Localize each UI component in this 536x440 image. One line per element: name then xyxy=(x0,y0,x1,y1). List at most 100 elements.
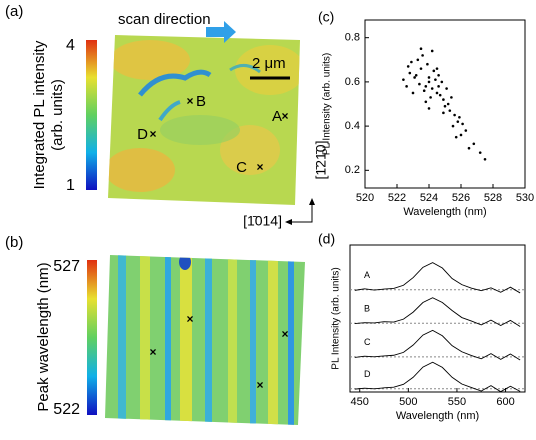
colorbar-min: 522 xyxy=(53,401,80,418)
point-marker: × xyxy=(186,94,193,108)
scatter-point xyxy=(402,78,405,81)
scale-bar-label: 2 μm xyxy=(252,55,286,72)
colorbar-label: (arb. units) xyxy=(49,79,66,151)
scatter-point xyxy=(437,85,440,88)
scatter-point xyxy=(456,120,460,123)
scatter-point xyxy=(414,73,418,77)
scatter-point xyxy=(422,89,426,93)
scatter-point xyxy=(434,78,437,81)
scatter-point xyxy=(451,124,455,128)
scatter-point xyxy=(418,82,421,86)
scatter-point xyxy=(483,157,487,161)
x-tick-label: 450 xyxy=(351,396,369,408)
colorbar-min: 1 xyxy=(66,177,75,194)
scatter-point xyxy=(430,87,434,90)
point-marker: × xyxy=(281,327,288,341)
point-marker: × xyxy=(281,109,288,123)
scatter-point xyxy=(413,76,416,79)
x-tick-label: 520 xyxy=(356,192,374,204)
arrow-head xyxy=(309,198,315,205)
scan-direction: scan direction xyxy=(118,11,211,28)
series-label: B xyxy=(364,304,370,314)
colorbar-max: 527 xyxy=(53,258,80,275)
scatter-point xyxy=(411,91,415,95)
scatter-point xyxy=(419,47,423,51)
series-label: A xyxy=(364,270,370,280)
x-tick-label: 526 xyxy=(452,192,470,204)
x-tick-label: 530 xyxy=(516,192,534,204)
x-tick-label: 524 xyxy=(420,192,438,204)
scatter-point xyxy=(445,87,448,90)
arrow-head xyxy=(285,219,292,225)
spectrum xyxy=(354,361,521,393)
scatter-point xyxy=(435,67,439,70)
colorbar-b xyxy=(87,260,97,415)
scatter-point xyxy=(438,93,442,97)
scatter-point xyxy=(405,85,408,88)
y-axis-label: PL Intensity (arb. units) xyxy=(331,267,342,369)
panel-label: (b) xyxy=(5,234,23,251)
scatter-point xyxy=(435,91,439,95)
y-tick-label: 0.8 xyxy=(345,32,360,44)
scatter-point xyxy=(443,104,447,108)
point-marker: × xyxy=(256,378,263,392)
scatter-point xyxy=(450,96,453,99)
scatter-point xyxy=(427,107,431,110)
x-axis-label: Wavelength (nm) xyxy=(403,206,486,218)
scatter-point xyxy=(454,135,458,139)
scatter-point xyxy=(459,133,463,137)
scatter-point xyxy=(406,65,410,68)
point-label: A xyxy=(272,108,282,125)
x-tick-label: 500 xyxy=(399,396,417,408)
scatter-point xyxy=(432,69,436,73)
scatter-point xyxy=(446,102,450,106)
scatter-point xyxy=(416,58,420,62)
colorbar-label: Integrated PL intensity xyxy=(31,40,48,189)
scatter-point xyxy=(410,60,413,64)
spectrum xyxy=(354,329,521,361)
scatter-point xyxy=(421,54,424,57)
scatter-point xyxy=(427,76,431,79)
plot-frame xyxy=(364,19,526,189)
scatter-point xyxy=(467,146,471,150)
scatter-point xyxy=(424,85,428,88)
point-label: C xyxy=(236,159,247,176)
map-a xyxy=(108,35,300,205)
scatter-point xyxy=(440,80,444,84)
direction-label: [1̄21̄0] xyxy=(313,141,329,180)
y-tick-label: 0.6 xyxy=(345,76,360,88)
scatter-point xyxy=(453,113,456,117)
colorbar-label: Peak wavelength (nm) xyxy=(35,262,52,411)
x-axis-label: Wavelength (nm) xyxy=(396,410,479,422)
colorbar-a xyxy=(86,40,97,190)
scatter-point xyxy=(408,71,412,75)
direction-label: [1̄014] xyxy=(243,213,282,229)
axis-arrows xyxy=(290,203,313,223)
series-label: C xyxy=(364,337,371,347)
x-tick-label: 550 xyxy=(448,396,466,408)
panel-label: (c) xyxy=(318,9,334,25)
point-marker: × xyxy=(256,160,263,174)
x-tick-label: 600 xyxy=(496,396,514,408)
y-tick-label: 0.4 xyxy=(345,120,360,132)
scan-arrow xyxy=(206,21,236,43)
scatter-point xyxy=(430,49,434,53)
scatter-point xyxy=(442,111,445,115)
scatter-point xyxy=(464,129,468,132)
scatter-point xyxy=(429,96,432,99)
scatter-point xyxy=(424,100,428,104)
point-marker: × xyxy=(149,345,156,359)
y-tick-label: 0.2 xyxy=(345,164,360,176)
x-tick-label: 522 xyxy=(388,192,406,204)
scatter-point xyxy=(426,62,429,66)
x-tick-label: 528 xyxy=(484,192,502,204)
point-label: D xyxy=(137,126,148,143)
y-axis-label: PL Intensity (arb. units) xyxy=(322,53,333,155)
scatter-point xyxy=(458,115,461,119)
point-marker: × xyxy=(186,312,193,326)
plot-frame xyxy=(349,244,526,393)
colorbar-max: 4 xyxy=(66,37,75,54)
scatter-point xyxy=(461,122,464,126)
point-label: B xyxy=(196,93,206,110)
spectrum xyxy=(354,297,521,327)
